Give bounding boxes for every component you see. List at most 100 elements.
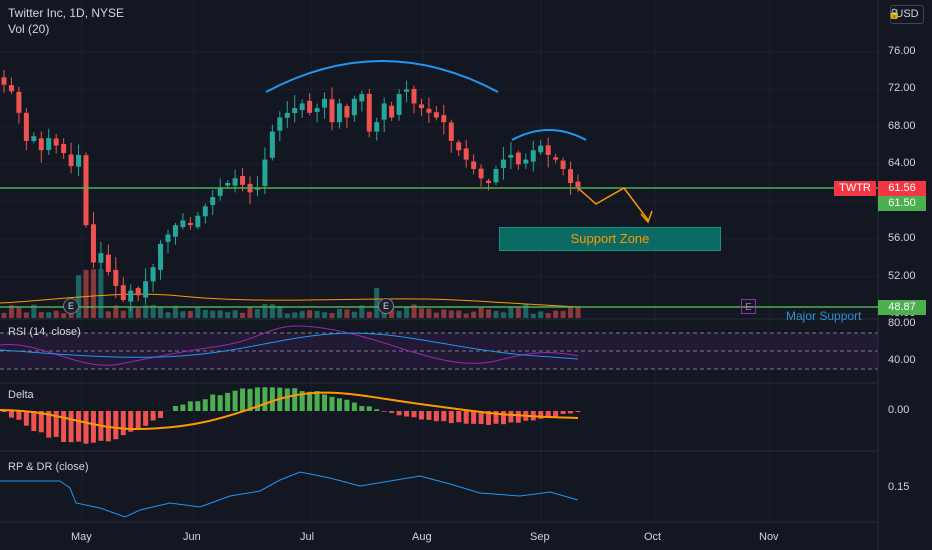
earnings-upcoming-icon[interactable]: E	[741, 299, 756, 314]
candle-body	[225, 183, 231, 186]
time-tick: Oct	[644, 531, 662, 543]
delta-bar	[515, 411, 521, 423]
candle-body	[277, 117, 283, 131]
price-tick: 52.00	[888, 269, 916, 282]
currency-label: USD	[895, 8, 919, 20]
candle-body	[135, 288, 141, 296]
volume-bar	[61, 313, 67, 318]
time-tick: May	[71, 531, 92, 543]
volume-bar	[172, 305, 178, 318]
delta-bar	[575, 411, 581, 413]
volume-bar	[180, 311, 186, 318]
volume-bar	[187, 311, 193, 318]
candle-body	[46, 138, 52, 150]
volume-bar	[545, 313, 551, 318]
delta-bar	[456, 411, 462, 423]
delta-bar	[195, 401, 201, 411]
candle-body	[478, 168, 484, 179]
delta-bar	[404, 411, 410, 417]
candle-body	[351, 98, 357, 116]
currency-button[interactable]: 🔒 USD	[888, 5, 924, 24]
forecast-path[interactable]	[577, 187, 649, 221]
candle-body	[366, 93, 372, 132]
candle-body	[508, 154, 514, 158]
time-tick: Jul	[300, 531, 315, 543]
candle-body	[374, 122, 380, 132]
volume-bar	[240, 312, 246, 318]
volume-bar	[404, 306, 410, 318]
delta-bar	[284, 388, 290, 411]
delta-bar	[1, 411, 7, 412]
candle-body	[90, 224, 96, 263]
volume-bar	[538, 311, 544, 318]
volume-bar	[8, 305, 14, 318]
volume-bar	[515, 307, 521, 318]
forecast-arrowhead	[640, 210, 653, 224]
delta-bar	[381, 411, 387, 412]
support-high-label: 61.50	[878, 196, 926, 211]
volume-bar	[530, 313, 536, 318]
last-price-label: 61.56	[878, 181, 926, 196]
support-zone-box[interactable]: Support Zone	[499, 227, 721, 251]
delta-bar	[411, 411, 417, 418]
volume-bar	[217, 310, 223, 318]
volume-ma-line	[0, 293, 579, 308]
candle-body	[284, 112, 290, 118]
delta-bar	[441, 411, 447, 422]
volume-bar	[284, 313, 290, 318]
volume-bar	[16, 307, 22, 318]
delta-bar	[225, 392, 231, 411]
earnings-icon[interactable]: E	[63, 298, 79, 314]
delta-bar	[448, 411, 454, 424]
volume-bar	[31, 304, 37, 318]
volume-bar	[508, 306, 514, 318]
volume-bar	[493, 310, 499, 318]
earnings-icon[interactable]: E	[378, 298, 394, 314]
price-tick: 72.00	[888, 82, 916, 95]
candle-body	[31, 136, 37, 141]
candle-body	[1, 77, 7, 85]
delta-histogram	[0, 387, 581, 444]
volume-bar	[500, 312, 506, 318]
volume-bar	[150, 305, 156, 318]
candle-body	[292, 108, 298, 114]
candle-body	[172, 225, 178, 237]
volume-bar	[314, 310, 320, 318]
delta-bar	[463, 411, 469, 424]
delta-bar	[23, 411, 29, 426]
candle-body	[105, 254, 111, 272]
candle-body	[500, 159, 506, 169]
delta-bar	[217, 395, 223, 411]
delta-bar	[90, 411, 96, 443]
volume-bar	[254, 309, 260, 318]
delta-bar	[143, 411, 149, 426]
delta-bar	[150, 411, 156, 421]
delta-title: Delta	[8, 389, 34, 401]
delta-bar	[344, 399, 350, 411]
candle-body	[299, 103, 305, 111]
symbol-title: Twitter Inc, 1D, NYSE	[8, 6, 125, 20]
delta-bar	[262, 387, 268, 411]
delta-bar	[433, 411, 439, 422]
right-shoulder-arc[interactable]	[511, 129, 587, 141]
candle-body	[165, 234, 171, 242]
volume-bar	[456, 310, 462, 318]
volume-bar	[128, 306, 134, 318]
volume-bar	[292, 312, 298, 318]
rsi-lines	[0, 325, 579, 366]
volume-bar	[262, 304, 268, 318]
delta-bar	[426, 411, 432, 420]
delta-bar	[351, 402, 357, 411]
time-tick: Sep	[530, 531, 550, 543]
volume-bar	[247, 307, 253, 318]
head-arc[interactable]	[265, 60, 499, 93]
delta-bar	[299, 391, 305, 411]
candle-body	[560, 160, 566, 169]
grid-lines	[0, 0, 878, 522]
delta-bar	[120, 411, 126, 436]
ticker-label: TWTR	[834, 181, 876, 196]
volume-bar	[269, 304, 275, 318]
delta-bar	[545, 411, 551, 418]
volume-legend: Vol (20)	[8, 22, 50, 36]
